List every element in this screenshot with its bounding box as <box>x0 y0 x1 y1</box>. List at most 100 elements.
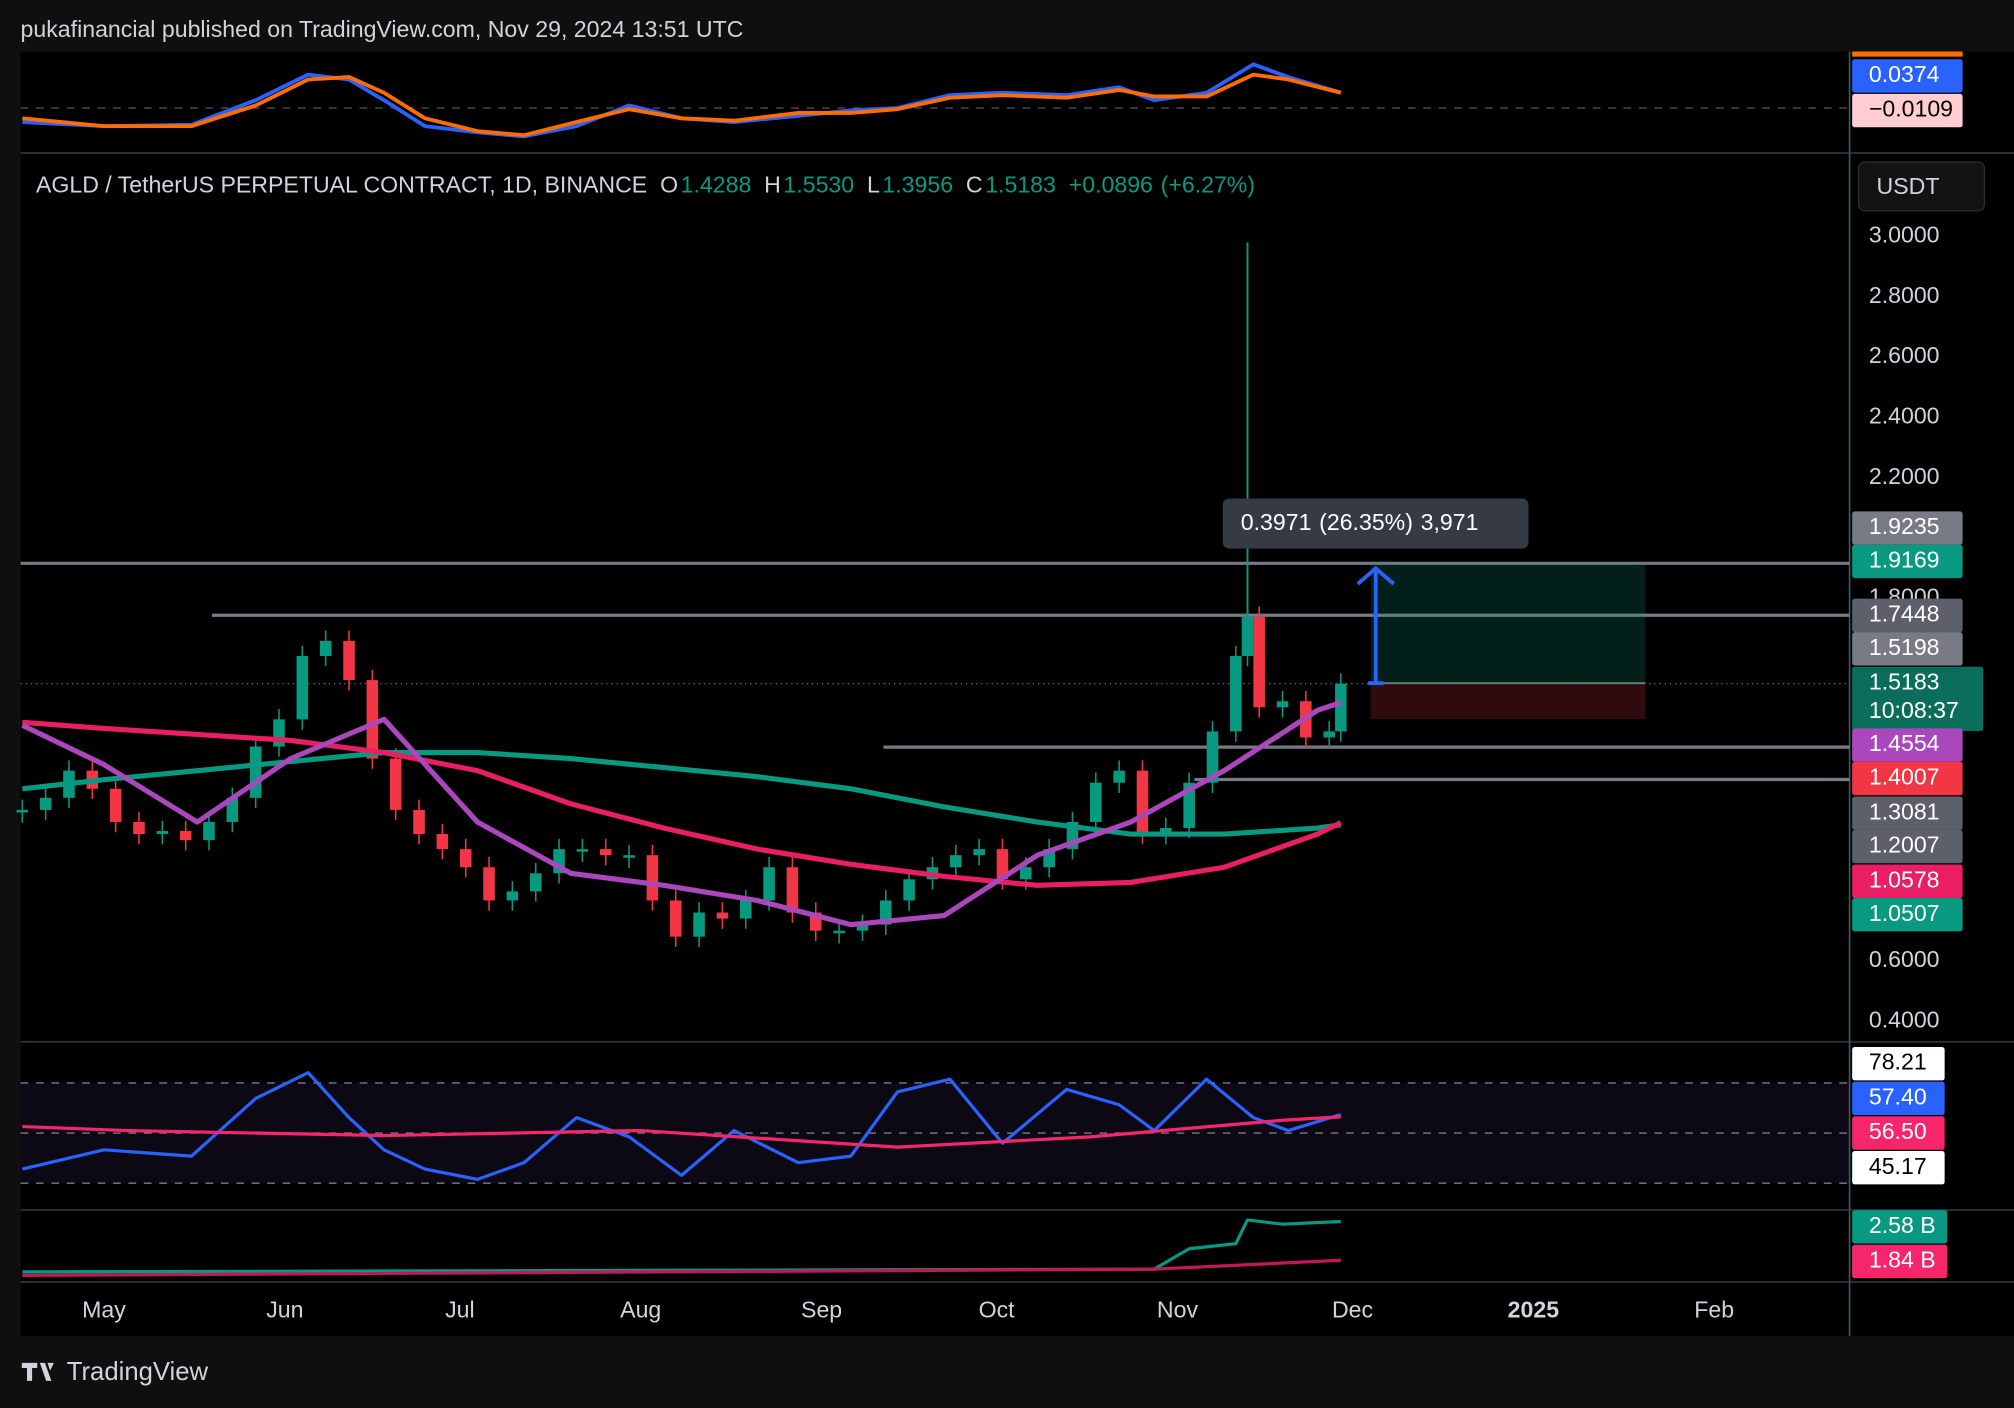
candle <box>856 924 869 931</box>
stop-loss-zone <box>1370 683 1646 720</box>
price-label-box <box>1852 728 1963 762</box>
rsi-label-box <box>1852 1046 1945 1081</box>
candle <box>529 873 542 892</box>
price-label: 1.9169 <box>1869 547 1940 573</box>
candle <box>1160 828 1172 835</box>
candle <box>1136 770 1149 835</box>
price-label: 1.0507 <box>1869 900 1940 926</box>
rsi-label-box <box>1852 1081 1945 1116</box>
price-label-box <box>1852 761 1963 796</box>
footer-logo <box>21 1362 54 1381</box>
candle <box>1230 655 1242 732</box>
candle <box>389 758 402 810</box>
price-label-box <box>1852 666 1984 731</box>
candle <box>576 849 589 852</box>
candle <box>669 900 682 937</box>
x-tick-label: Aug <box>620 1297 661 1323</box>
candle <box>249 746 262 798</box>
price-label: 1.5198 <box>1869 634 1940 660</box>
price-label-box <box>1852 897 1963 932</box>
candle <box>623 855 635 858</box>
rsi-label: 45.17 <box>1869 1153 1927 1179</box>
candle <box>156 831 169 835</box>
x-tick-label: Oct <box>979 1297 1016 1323</box>
header: pukafinancial published on TradingView.c… <box>21 16 744 42</box>
price-label-box <box>1852 632 1963 666</box>
candle <box>739 900 752 919</box>
legend-item: 1.4288 <box>681 171 752 197</box>
legend-item: O <box>660 171 678 197</box>
rsi-label: 78.21 <box>1869 1049 1927 1075</box>
candle <box>483 867 495 901</box>
candle <box>296 655 309 720</box>
candle <box>1206 731 1219 783</box>
candle <box>786 867 799 913</box>
candle <box>109 788 122 822</box>
macd-line <box>22 72 1342 138</box>
macd-label: 0.0374 <box>1869 61 1940 87</box>
x-tick-label: Nov <box>1157 1297 1199 1323</box>
tooltip-value: (26.35%) <box>1319 509 1413 535</box>
currency-button[interactable] <box>1857 161 1986 212</box>
take-profit-zone <box>1370 563 1646 684</box>
candle <box>903 879 915 901</box>
y-tick-label: 2.8000 <box>1869 282 1940 308</box>
price-label: 1.2007 <box>1869 832 1940 858</box>
tooltip-value: 3,971 <box>1421 509 1479 535</box>
volume-line <box>22 1258 1341 1278</box>
x-tick-label: Feb <box>1694 1297 1734 1323</box>
volume-label: 1.84 B <box>1869 1247 1936 1273</box>
x-tick-label: Dec <box>1332 1297 1373 1323</box>
measure-tooltip-box <box>1222 498 1529 549</box>
candle <box>693 912 705 937</box>
legend-item: +0.0896 <box>1069 171 1153 197</box>
candle <box>1113 770 1125 783</box>
y-tick-label: 0.6000 <box>1869 946 1940 972</box>
y-tick-label: 2.2000 <box>1869 463 1940 489</box>
legend-item: 1.5530 <box>783 171 854 197</box>
rsi-line <box>21 1071 1342 1181</box>
candle <box>1183 782 1195 829</box>
candle <box>1335 683 1347 732</box>
candle <box>436 834 449 850</box>
legend-item: 1.3956 <box>882 171 953 197</box>
price-label-box <box>1852 829 1963 864</box>
moving-average <box>22 749 1342 837</box>
candle <box>1241 616 1254 656</box>
legend-item: 1.5183 <box>985 171 1056 197</box>
candle <box>1090 782 1102 822</box>
candle <box>226 797 239 822</box>
candle <box>833 930 845 934</box>
price-label-box <box>1852 598 1963 633</box>
candle <box>273 719 285 747</box>
macd-label-box <box>1852 59 1963 93</box>
candle <box>1253 616 1265 708</box>
candle <box>366 680 379 759</box>
candle <box>459 849 472 868</box>
price-label-box <box>1852 511 1963 545</box>
candle <box>1276 701 1289 708</box>
currency[interactable]: USDT <box>1877 173 1940 199</box>
candle <box>1043 849 1055 868</box>
price-label: 1.0578 <box>1869 866 1940 892</box>
candle <box>996 849 1009 880</box>
moving-average <box>22 719 1342 888</box>
countdown: 10:08:37 <box>1869 697 1959 723</box>
x-tick-label: Sep <box>801 1297 842 1323</box>
candle <box>179 831 192 841</box>
candle <box>646 855 659 901</box>
candle <box>203 821 215 841</box>
legend-item: H <box>764 171 781 197</box>
candle <box>413 809 425 835</box>
y-tick-label: 2.6000 <box>1869 342 1940 368</box>
price-label: 1.5183 <box>1869 669 1940 695</box>
rsi-line <box>22 1115 1341 1149</box>
candle <box>343 640 355 681</box>
candle <box>319 640 332 656</box>
candle <box>950 855 962 868</box>
candle <box>973 849 985 856</box>
legend-item: (+6.27%) <box>1161 171 1255 197</box>
candle <box>1323 731 1335 738</box>
legend-item: C <box>966 171 983 197</box>
